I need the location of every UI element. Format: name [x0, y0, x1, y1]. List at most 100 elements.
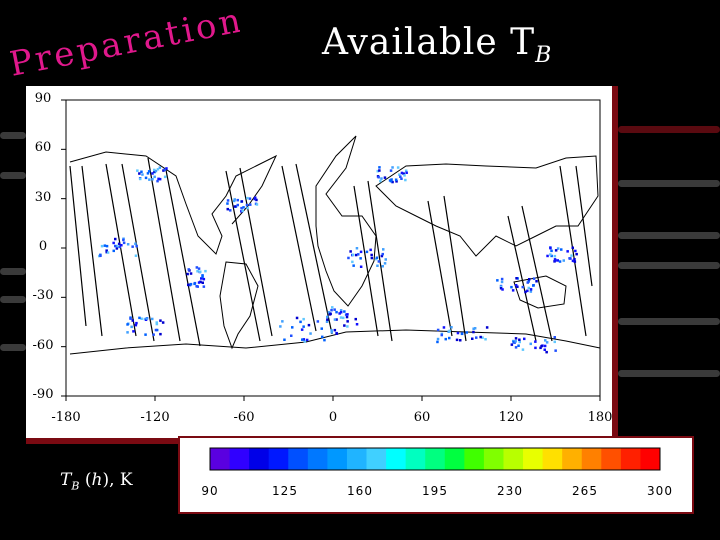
flagged-pixel — [329, 312, 332, 316]
flagged-pixel — [226, 199, 230, 202]
flagged-pixel — [527, 286, 530, 290]
x-tick-label: -60 — [233, 410, 255, 425]
flagged-pixel — [140, 170, 143, 173]
flagged-pixel — [549, 246, 552, 250]
flagged-pixel — [532, 284, 535, 287]
background-stripe — [618, 370, 720, 377]
flagged-pixel — [165, 167, 168, 170]
swath-line — [105, 163, 155, 342]
flagged-pixel — [529, 290, 533, 293]
flagged-pixel — [558, 260, 562, 263]
coastlines — [69, 135, 601, 355]
swath-line — [507, 205, 553, 342]
flagged-pixel — [197, 267, 201, 270]
flagged-pixel — [330, 331, 333, 334]
flagged-pixel — [543, 348, 546, 351]
flagged-pixel — [246, 206, 249, 210]
flagged-pixel — [115, 244, 119, 248]
colorbar-tick-label: 300 — [647, 484, 673, 498]
flagged-pixel — [448, 329, 451, 333]
flagged-pixel — [196, 270, 199, 273]
flagged-pixel — [359, 250, 363, 254]
flagged-pixel — [351, 253, 355, 257]
flagged-pixel — [138, 316, 141, 320]
flagged-pixel — [554, 349, 557, 352]
flagged-pixel — [345, 315, 349, 319]
main-title-text: Available T — [322, 22, 536, 63]
flagged-pixel — [389, 179, 393, 183]
colorbar-cell — [640, 448, 661, 470]
flagged-pixel — [545, 350, 548, 354]
flagged-pixel — [383, 176, 387, 179]
swath-line — [147, 157, 201, 347]
flagged-pixel — [199, 270, 202, 273]
flagged-pixel — [146, 172, 150, 175]
flagged-pixel — [500, 277, 504, 281]
flagged-pixel — [189, 283, 193, 286]
flagged-pixel — [400, 171, 404, 175]
flagged-pixel — [553, 254, 557, 258]
colorbar-cell — [405, 448, 426, 470]
flagged-pixel — [144, 176, 148, 180]
flagged-pixel — [526, 281, 529, 284]
flagged-pixel — [229, 209, 232, 212]
flagged-pixel — [159, 319, 162, 322]
flagged-pixel — [139, 177, 142, 181]
flagged-pixel — [193, 282, 196, 286]
flagged-pixel — [241, 209, 244, 213]
flagged-pixel — [496, 279, 499, 282]
flagged-pixel — [152, 333, 155, 336]
y-tick-label: -60 — [32, 337, 54, 353]
flagged-pixel — [510, 343, 514, 346]
flagged-pixel — [130, 325, 133, 329]
colorbar-cell — [307, 448, 328, 470]
flagged-pixel — [335, 310, 338, 314]
flagged-pixel — [529, 342, 532, 346]
flagged-pixel — [309, 332, 312, 335]
background-stripe — [0, 132, 26, 139]
flagged-pixel — [99, 254, 102, 257]
flagged-pixel — [302, 338, 306, 341]
flagged-pixel — [534, 340, 537, 343]
colorbar-cell — [581, 448, 602, 470]
flagged-pixel — [114, 244, 117, 248]
flagged-pixel — [105, 250, 108, 254]
flagged-pixel — [254, 196, 257, 199]
flagged-pixel — [384, 258, 387, 261]
colorbar-cells — [210, 448, 661, 470]
colorbar-cell — [542, 448, 563, 470]
flagged-pixel — [330, 329, 333, 332]
flagged-pixel — [550, 254, 553, 258]
flagged-pixel — [405, 171, 408, 174]
flagged-pixel — [436, 340, 439, 344]
flagged-pixel — [456, 331, 460, 335]
flagged-pixel — [514, 346, 518, 349]
background-stripe — [618, 318, 720, 325]
colorbar-cell — [425, 448, 446, 470]
flagged-pixel — [327, 311, 331, 314]
flagged-pixel — [529, 288, 533, 291]
flagged-pixel — [571, 259, 575, 263]
main-title: Available TB — [322, 22, 552, 68]
flagged-pixel — [151, 178, 154, 181]
flagged-pixel — [352, 264, 355, 267]
flagged-pixel — [122, 238, 125, 242]
flagged-pixel — [106, 251, 110, 254]
flagged-pixel — [573, 258, 576, 261]
swath-line — [225, 167, 273, 342]
flagged-pixel — [303, 340, 306, 343]
flagged-pixel — [201, 274, 204, 277]
flagged-pixel — [100, 244, 104, 248]
y-tick-label: 60 — [34, 140, 52, 156]
flagged-pixel — [357, 253, 360, 256]
flagged-pixel — [404, 169, 408, 172]
map-panel: 90 60 30 0 -30 -60 -90 -180 -120 -60 0 60 120 180 — [26, 86, 618, 444]
flagged-pixel — [471, 337, 474, 340]
flagged-pixel — [365, 250, 369, 254]
colorbar-cell — [601, 448, 622, 470]
flagged-pixel — [245, 203, 249, 207]
legend-label-unit: K — [119, 470, 133, 490]
flagged-pixel — [524, 290, 527, 294]
flagged-pixel — [283, 338, 286, 341]
flagged-pixel — [355, 323, 359, 326]
